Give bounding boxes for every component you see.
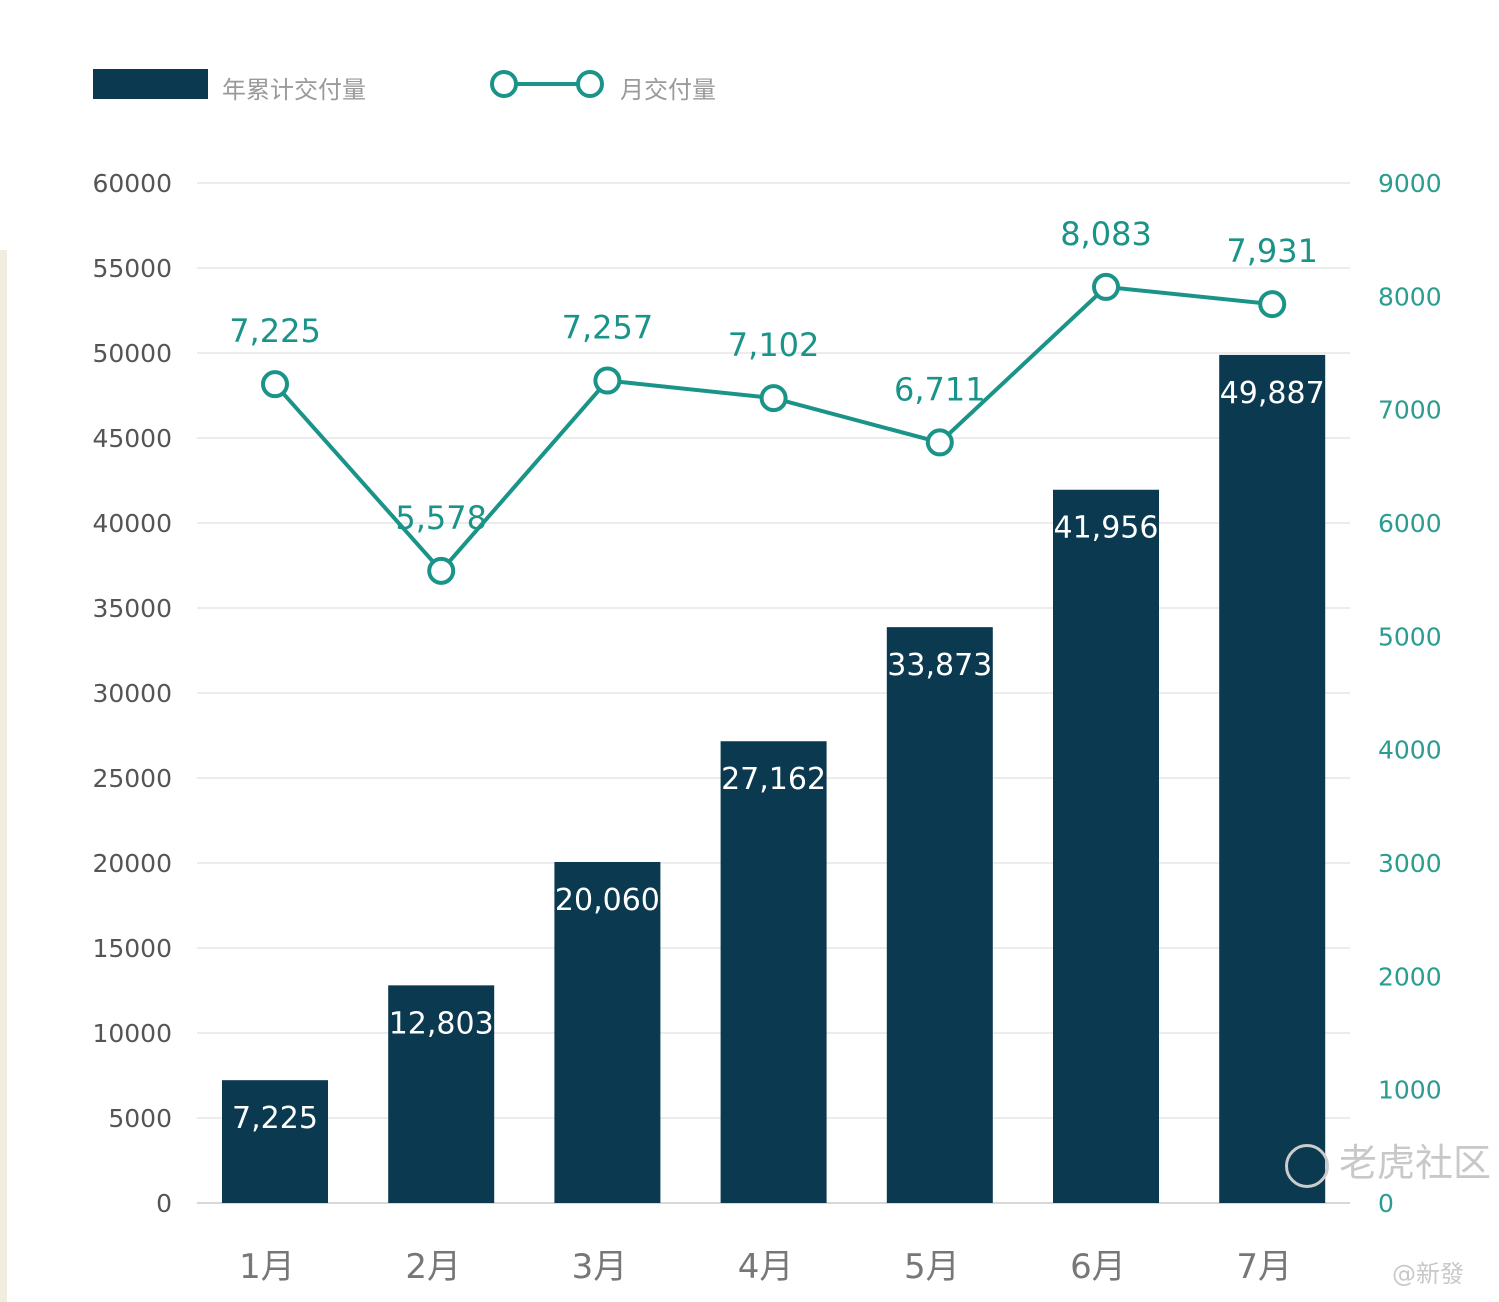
legend-bar-label: 年累计交付量 [222,76,366,104]
bar [222,1080,328,1203]
x-tick-label: 3月 [572,1247,628,1287]
watermark: 老虎社区 [1285,1132,1491,1188]
bar [886,627,993,1203]
x-tick-label: 6月 [1070,1247,1126,1287]
legend-bar-swatch [93,69,208,99]
x-tick-label: 1月 [239,1247,295,1287]
line-point [759,384,788,413]
right-tick-label: 8000 [1378,282,1442,311]
right-tick-label: 3000 [1378,849,1442,878]
x-tick-label: 4月 [738,1247,794,1287]
right-tick-label: 9000 [1378,169,1442,198]
right-tick-label: 1000 [1378,1076,1442,1105]
x-tick-label: 2月 [405,1247,461,1287]
right-tick-label: 7000 [1378,396,1442,425]
right-tick-label: 0 [1378,1189,1394,1218]
x-tick-label: 5月 [904,1247,960,1287]
legend-line-swatch [490,70,604,98]
line-point [427,556,456,585]
line-label: 7,102 [728,326,820,364]
line-label: 7,225 [229,312,321,350]
left-tick-label: 20000 [92,849,172,878]
bar-label: 33,873 [887,648,992,683]
right-tick-label: 5000 [1378,622,1442,651]
bar-label: 27,162 [721,762,826,797]
bar-label: 12,803 [389,1006,494,1041]
right-tick-label: 4000 [1378,736,1442,765]
line-label: 6,711 [894,370,986,408]
bar-label: 7,225 [232,1101,318,1136]
bar-label: 41,956 [1054,511,1159,546]
left-tick-label: 45000 [92,424,172,453]
right-tick-label: 2000 [1378,962,1442,991]
x-tick-label: 7月 [1236,1247,1292,1287]
watermark-handle: @新發 [1392,1260,1464,1288]
bar [1053,489,1159,1203]
left-tick-label: 15000 [92,934,172,963]
legend: 年累计交付量 月交付量 [0,62,900,106]
tiger-logo-icon [1285,1143,1329,1188]
line-point [1258,290,1287,319]
line-label: 8,083 [1060,215,1152,253]
left-tick-label: 35000 [92,594,172,623]
line-point [1092,272,1120,301]
bar-label: 20,060 [555,883,660,918]
bar [1219,354,1326,1203]
right-tick-label: 6000 [1378,509,1442,538]
left-tick-label: 10000 [92,1019,172,1048]
left-tick-label: 25000 [92,764,172,793]
line-point [593,366,622,395]
line-point [261,370,289,399]
line-label: 7,257 [562,309,654,347]
bar-label: 49,887 [1220,376,1325,411]
left-tick-label: 0 [156,1189,172,1218]
line-point [925,428,954,457]
legend-line-label: 月交付量 [620,76,716,104]
left-tick-label: 40000 [92,509,172,538]
left-tick-label: 5000 [108,1104,172,1133]
left-tick-label: 50000 [92,339,172,368]
left-tick-label: 55000 [92,254,172,283]
bar [554,861,661,1203]
left-tick-label: 30000 [92,679,172,708]
bar [720,741,827,1203]
bar [388,985,495,1203]
line-label: 7,931 [1226,232,1318,270]
watermark-brand: 老虎社区 [1339,1141,1492,1185]
left-edge-strip [0,250,7,1302]
left-tick-label: 60000 [92,169,172,198]
line-label: 5,578 [395,499,487,537]
